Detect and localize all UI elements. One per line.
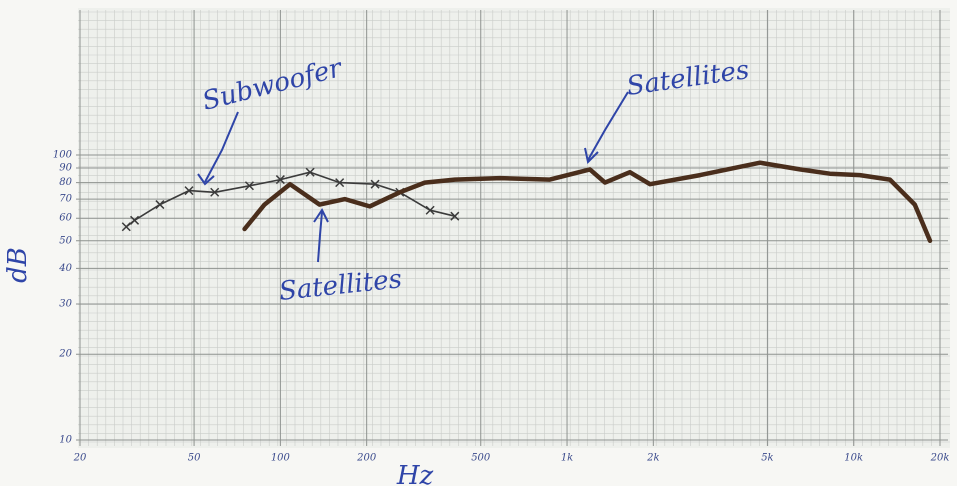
y-tick-label: 10 [59, 435, 72, 446]
x-tick-label: 2k [646, 453, 659, 464]
chart: 20501002005001k2k5k10k20k102030405060708… [0, 0, 957, 486]
x-tick-label: 200 [356, 453, 377, 464]
x-tick-label: 50 [188, 453, 201, 464]
x-axis-label: Hz [396, 461, 434, 486]
y-tick-label: 20 [58, 349, 72, 360]
y-tick-label: 100 [53, 150, 73, 161]
y-axis-label: dB [3, 247, 33, 283]
y-tick-label: 60 [59, 213, 72, 224]
y-tick-label: 30 [59, 299, 72, 310]
x-tick-label: 1k [561, 453, 573, 464]
y-tick-label: 50 [59, 235, 72, 246]
x-tick-label: 20k [930, 453, 950, 464]
y-tick-label: 90 [59, 163, 72, 174]
x-tick-label: 10k [844, 453, 863, 464]
x-tick-label: 20 [73, 453, 87, 464]
x-tick-label: 500 [471, 453, 491, 464]
y-tick-label: 40 [58, 263, 72, 274]
y-tick-label: 80 [59, 177, 72, 188]
x-tick-label: 100 [271, 453, 291, 464]
y-tick-label: 70 [59, 194, 72, 205]
x-tick-label: 5k [761, 453, 773, 464]
